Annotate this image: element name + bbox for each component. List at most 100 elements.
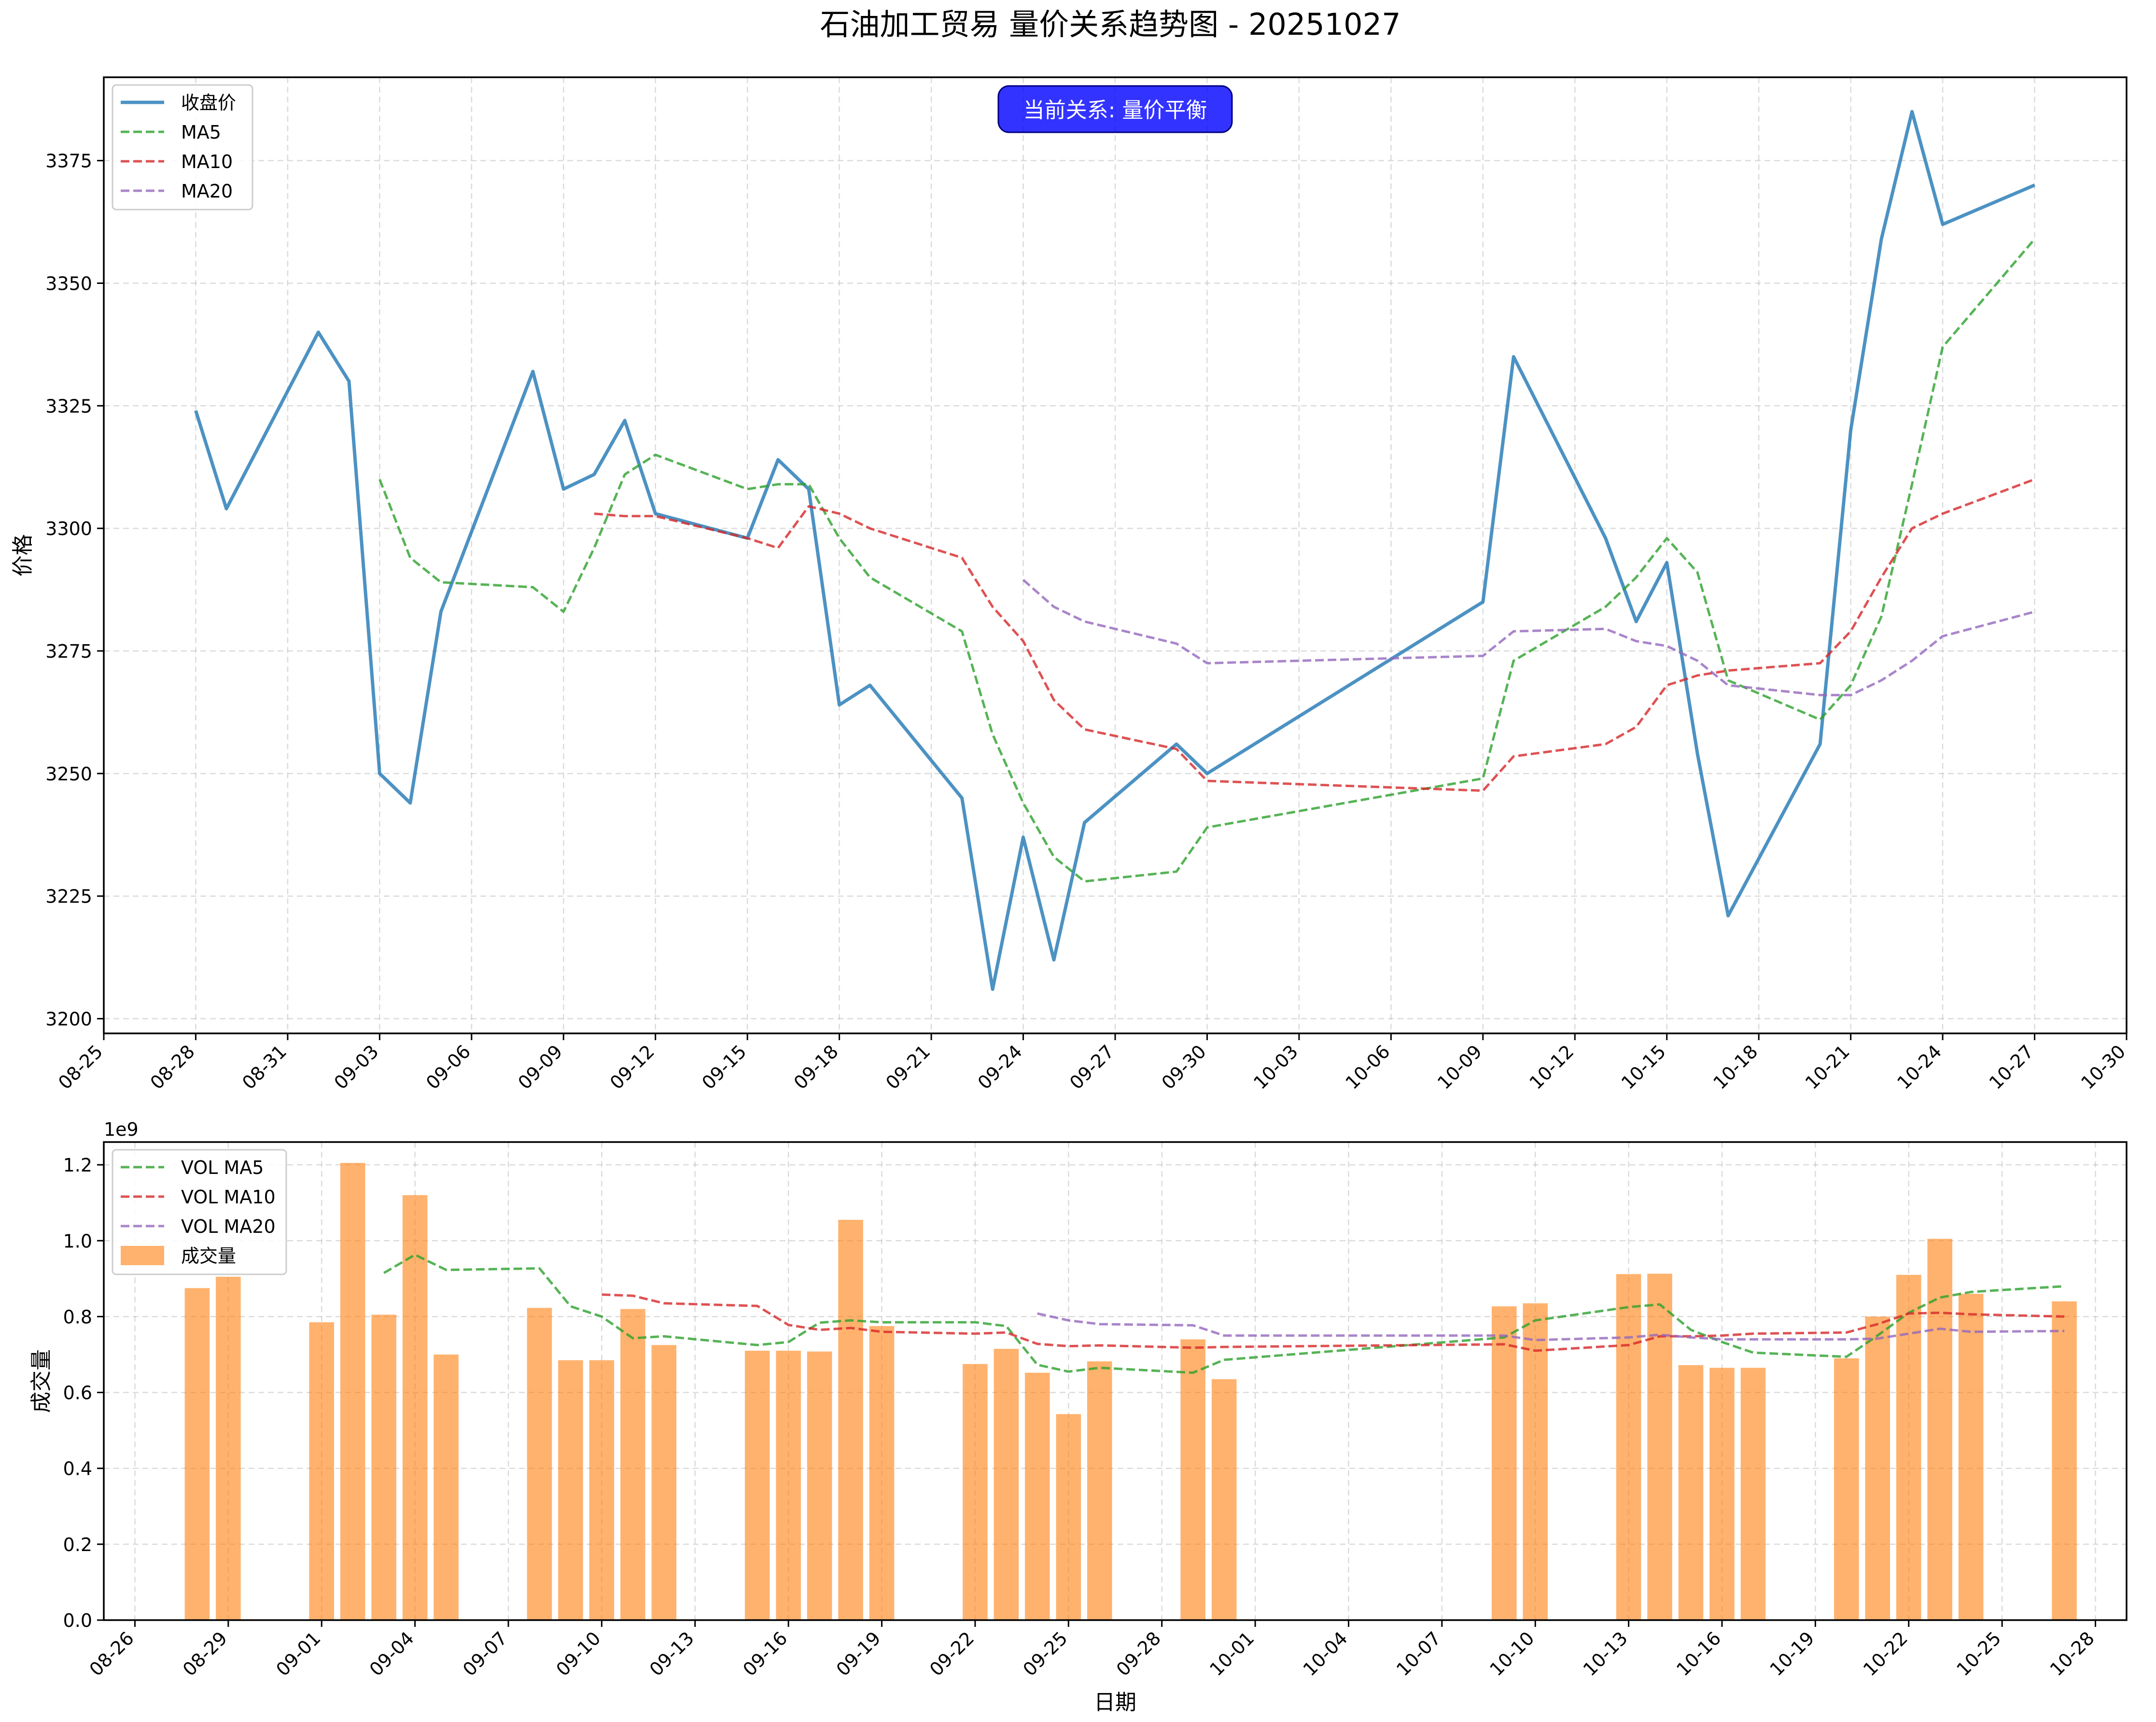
volume-bar <box>1647 1273 1672 1620</box>
volume-plot-frame <box>103 1141 2128 1621</box>
volume-bar <box>1678 1365 1704 1620</box>
price-y-axis-label: 价格 <box>11 534 35 577</box>
x-tick-label: 10-16 <box>1672 1627 1725 1680</box>
volume-bar <box>869 1326 895 1620</box>
x-tick-label: 10-25 <box>1952 1627 2005 1680</box>
x-tick-label: 09-04 <box>365 1627 418 1680</box>
volume-bar <box>651 1345 677 1620</box>
y-tick-label: 3350 <box>45 273 92 294</box>
volume-bar <box>340 1163 365 1620</box>
legend-label-ma10: MA10 <box>181 151 233 172</box>
x-tick-label: 08-28 <box>146 1041 199 1093</box>
legend-label-volume: 成交量 <box>181 1245 236 1267</box>
x-tick-label: 09-19 <box>832 1627 885 1680</box>
x-tick-label: 09-06 <box>422 1041 475 1093</box>
legend-swatch-volume <box>121 1246 164 1265</box>
volume-bar <box>309 1322 335 1620</box>
y-tick-label: 0.4 <box>63 1458 92 1480</box>
volume-bar <box>1211 1379 1237 1620</box>
x-tick-label: 09-22 <box>925 1627 978 1680</box>
x-tick-label: 10-09 <box>1433 1041 1486 1093</box>
price-plot-area <box>104 77 2127 1033</box>
x-tick-label: 10-21 <box>1801 1041 1854 1093</box>
volume-bar <box>620 1309 645 1620</box>
y-tick-label: 3325 <box>45 395 92 417</box>
x-tick-label: 09-03 <box>330 1041 383 1093</box>
volume-bar <box>744 1351 770 1620</box>
x-tick-label: 09-07 <box>459 1627 511 1680</box>
volume-legend-box <box>112 1149 287 1275</box>
x-tick-label: 09-24 <box>974 1041 1026 1093</box>
y-tick-label: 0.0 <box>63 1610 92 1631</box>
legend-label-close: 收盘价 <box>181 92 236 113</box>
y-tick-label: 3200 <box>45 1009 92 1030</box>
legend-label-ma5: MA5 <box>181 122 221 143</box>
volume-bar <box>184 1288 210 1620</box>
legend-label-ma10: VOL MA10 <box>181 1186 276 1208</box>
volume-bar <box>402 1195 428 1620</box>
volume-x-axis-label: 日期 <box>1094 1690 1136 1715</box>
volume-bar <box>371 1314 396 1620</box>
volume-bar <box>994 1349 1019 1620</box>
relation-badge-text: 当前关系: 量价平衡 <box>1023 98 1207 123</box>
volume-bar <box>1523 1303 1548 1620</box>
volume-series-lines <box>383 1253 2065 1374</box>
volume-bar <box>1180 1339 1205 1620</box>
volume-bar <box>776 1351 801 1620</box>
volume-y-ticks: 0.0 0.2 0.4 0.6 0.8 1.0 1.2 <box>63 1155 104 1631</box>
y-tick-label: 0.8 <box>63 1306 92 1327</box>
y-tick-label: 3275 <box>45 641 92 662</box>
volume-bar <box>1896 1275 1921 1620</box>
x-tick-label: 09-16 <box>739 1627 791 1680</box>
x-tick-label: 09-10 <box>552 1627 605 1680</box>
volume-bar <box>1958 1294 1984 1620</box>
x-tick-label: 10-06 <box>1342 1041 1394 1093</box>
x-tick-label: 10-12 <box>1525 1041 1578 1093</box>
price-legend: 收盘价 MA5 MA10 MA20 <box>112 84 253 211</box>
price-y-ticks: 3200 3225 3250 3275 3300 3325 3350 3375 <box>45 151 104 1030</box>
series-line-ma5 <box>378 238 2036 883</box>
price-legend-box <box>112 84 253 211</box>
x-tick-label: 10-24 <box>1893 1041 1946 1093</box>
y-tick-label: 3300 <box>45 518 92 539</box>
legend-label-ma5: VOL MA5 <box>181 1157 264 1178</box>
volume-bar <box>589 1360 615 1620</box>
price-series-lines <box>194 110 2036 991</box>
x-tick-label: 10-04 <box>1299 1627 1352 1680</box>
x-tick-label: 10-18 <box>1709 1041 1762 1093</box>
volume-bar <box>2052 1301 2077 1620</box>
y-tick-label: 3225 <box>45 886 92 907</box>
volume-x-ticks: 08-26 08-29 09-01 09-04 09-07 09-10 09-13 09-16… <box>85 1620 2099 1680</box>
volume-legend: VOL MA5 VOL MA10 VOL MA20 成交量 <box>112 1149 287 1275</box>
x-tick-label: 09-01 <box>272 1627 324 1680</box>
y-tick-label: 3375 <box>45 151 92 172</box>
series-line-close <box>194 110 2035 991</box>
x-tick-label: 09-13 <box>645 1627 698 1680</box>
volume-bar <box>1025 1372 1050 1620</box>
x-tick-label: 09-28 <box>1112 1627 1165 1680</box>
volume-bar <box>838 1220 863 1620</box>
relation-badge: 当前关系: 量价平衡 <box>997 85 1233 133</box>
x-tick-label: 09-30 <box>1158 1041 1210 1093</box>
x-tick-label: 10-01 <box>1205 1627 1258 1680</box>
x-tick-label: 08-29 <box>179 1627 231 1680</box>
x-tick-label: 10-13 <box>1579 1627 1632 1680</box>
volume-bar <box>1491 1306 1517 1620</box>
volume-bar <box>434 1355 459 1620</box>
volume-bar <box>216 1276 241 1620</box>
volume-bars <box>184 1163 2077 1620</box>
legend-label-ma20: VOL MA20 <box>181 1216 276 1237</box>
volume-bar <box>807 1351 832 1620</box>
y-tick-label: 3250 <box>45 763 92 785</box>
volume-bar <box>1056 1414 1081 1620</box>
x-tick-label: 10-15 <box>1617 1041 1670 1093</box>
price-x-ticks: 08-25 08-28 08-31 09-03 09-06 09-09 09-12 09-15… <box>54 1033 2129 1093</box>
chart-title: 石油加工贸易 量价关系趋势图 - 20251027 <box>820 7 1400 42</box>
x-tick-label: 10-22 <box>1859 1627 1912 1680</box>
volume-bar <box>1740 1368 1766 1620</box>
x-tick-label: 10-27 <box>1985 1041 2038 1093</box>
volume-y-axis-label: 成交量 <box>29 1349 54 1413</box>
x-tick-label: 09-15 <box>698 1041 750 1093</box>
